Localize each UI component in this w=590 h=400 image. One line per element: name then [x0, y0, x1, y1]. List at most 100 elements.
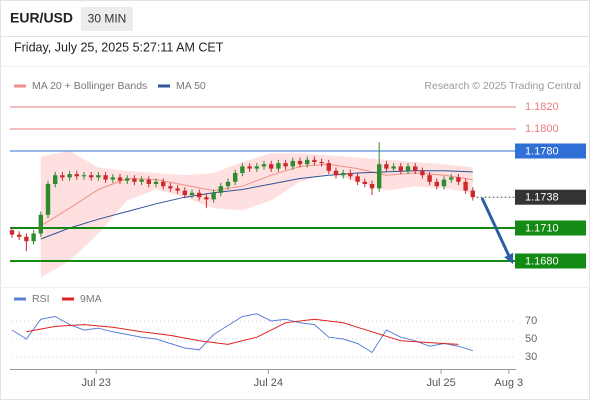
candle-body: [326, 163, 331, 171]
candle-body: [391, 166, 396, 169]
legend-swatch: [158, 84, 170, 88]
legend-swatch: [14, 84, 26, 88]
candle-body: [74, 174, 79, 177]
legend-label: RSI: [32, 293, 50, 305]
level-label: 1.1780: [525, 145, 559, 157]
candle-body: [146, 179, 151, 184]
candle-body: [218, 186, 223, 193]
forecast-arrow: [480, 197, 511, 257]
candle-body: [60, 175, 65, 178]
candle-body: [110, 177, 115, 180]
legend-swatch: [62, 297, 74, 301]
candle-body: [269, 164, 274, 169]
credit: Research © 2025 Trading Central: [424, 80, 581, 92]
candle-body: [24, 236, 29, 242]
candle-body: [197, 192, 202, 198]
x-tick-label: Aug 3: [494, 377, 523, 389]
candle-body: [398, 166, 403, 171]
legend-label: MA 50: [176, 80, 206, 92]
level-label: 1.1710: [525, 222, 559, 234]
candle-body: [276, 163, 281, 169]
candle-body: [384, 164, 389, 169]
candle-body: [168, 186, 173, 189]
candle-body: [189, 192, 195, 195]
candle-body: [103, 175, 108, 180]
timestamp: Friday, July 25, 2025 5:27:11 AM CET: [14, 40, 224, 54]
y-tick-label: 70: [525, 315, 537, 327]
candle-body: [161, 181, 166, 187]
candle-body: [377, 164, 382, 189]
legend-swatch: [14, 297, 26, 301]
candle-body: [153, 181, 159, 184]
candle-body: [305, 159, 310, 165]
candle-body: [9, 230, 15, 235]
candle-body: [132, 178, 137, 182]
level-label-box: [515, 143, 586, 159]
interval-box[interactable]: [81, 7, 133, 31]
legend-label: 9MA: [80, 293, 102, 305]
level-label: 1.1800: [525, 123, 559, 135]
indicator-line: [26, 318, 459, 345]
y-tick-label: 30: [525, 351, 537, 363]
candle-body: [413, 166, 418, 171]
candle-body: [81, 175, 87, 177]
candle-body: [348, 173, 353, 177]
candle-body: [96, 175, 101, 178]
price-panel: MA 20 + Bollinger Bands MA 50 1.1820 1.1800…: [9, 80, 586, 278]
x-tick-label: Jul 24: [254, 377, 283, 389]
candle-body: [261, 164, 267, 167]
candle-body: [89, 175, 94, 178]
candle-body: [182, 190, 187, 195]
candle-body: [45, 184, 51, 215]
candle-body: [355, 176, 360, 182]
symbol: EUR/USD: [10, 10, 73, 26]
candle-body: [139, 179, 144, 182]
candle-body: [290, 160, 295, 167]
candle-body: [463, 181, 468, 191]
candle-body: [362, 181, 367, 184]
level-label-box: [515, 189, 586, 205]
indicator-line: [11, 313, 473, 354]
candle-body: [427, 175, 432, 182]
candle-body: [449, 177, 454, 180]
candle-body: [297, 160, 303, 165]
candle-body: [470, 190, 475, 198]
y-tick-label: 50: [525, 333, 537, 345]
candle-body: [333, 170, 339, 176]
level-label: 1.1820: [525, 101, 559, 113]
candle-body: [125, 178, 130, 181]
level-label-box: [515, 220, 586, 236]
level-label: 1.1680: [525, 255, 559, 267]
candle-body: [117, 177, 123, 181]
x-tick-label: Jul 23: [82, 377, 111, 389]
candle-body: [405, 166, 411, 171]
candle-body: [434, 181, 439, 187]
candle-body: [283, 163, 288, 167]
level-label-box: [515, 253, 586, 269]
candle-body: [67, 174, 72, 178]
candle-body: [254, 166, 259, 169]
level-label: 1.1738: [525, 192, 559, 204]
candle-body: [31, 233, 36, 242]
candle-body: [420, 170, 425, 176]
candle-body: [233, 173, 238, 182]
interval[interactable]: 30 MIN: [88, 12, 127, 26]
forecast-arrowhead: [504, 252, 514, 264]
candle-body: [319, 162, 324, 164]
candle-body: [240, 166, 245, 173]
candle-body: [204, 197, 209, 200]
candle-body: [369, 184, 375, 189]
candle-body: [441, 179, 447, 187]
candle-body: [211, 192, 216, 200]
rsi-panel: RSI 9MA 70 50 30 Jul 23 Jul 24 Jul 25 Aug 3: [10, 293, 537, 389]
candle-body: [53, 175, 58, 184]
candle-body: [175, 188, 180, 191]
candle-body: [247, 166, 252, 169]
candle-body: [225, 181, 231, 187]
legend-label: MA 20 + Bollinger Bands: [32, 80, 147, 92]
candle-body: [341, 173, 346, 176]
candle-body: [456, 177, 461, 182]
candle-body: [17, 234, 22, 237]
candle-body: [312, 159, 317, 162]
